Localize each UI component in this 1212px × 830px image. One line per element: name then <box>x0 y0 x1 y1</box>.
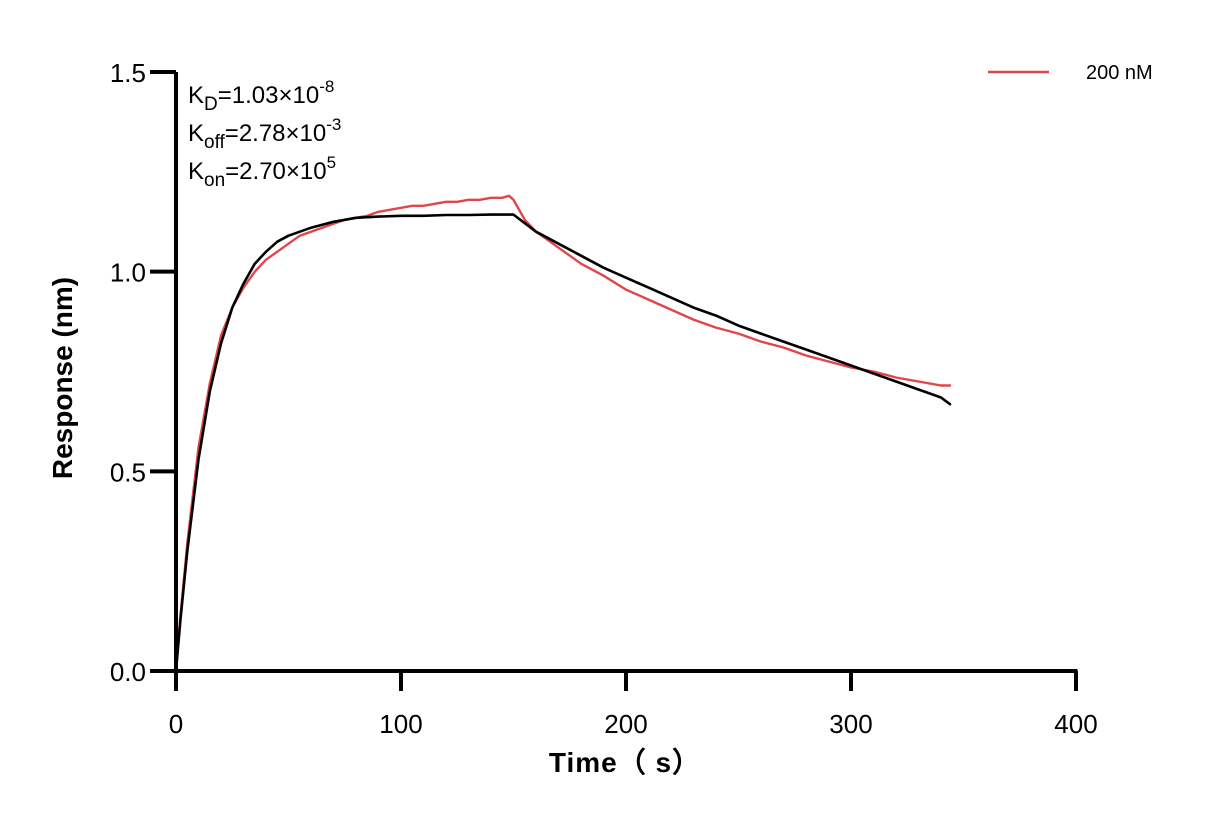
kinetic-constant-off: Koff=2.78×10-3 <box>188 115 341 153</box>
y-tick-label: 1.5 <box>110 58 146 88</box>
legend: 200 nM <box>988 62 1153 84</box>
x-tick-label: 200 <box>604 709 647 739</box>
x-tick-label: 300 <box>829 709 872 739</box>
y-tick-label: 1.0 <box>110 258 146 288</box>
x-tick-label: 100 <box>379 709 422 739</box>
x-axis-title: Time（ s） <box>549 746 701 778</box>
x-tick-label: 400 <box>1054 709 1097 739</box>
axes: 0 100 200 300 400 0.0 0.5 1.0 1.5 <box>110 58 1098 739</box>
y-tick-label: 0.5 <box>110 457 146 487</box>
series-line-measured <box>174 194 952 673</box>
x-tick-label: 0 <box>169 709 183 739</box>
y-tick-label: 0.0 <box>110 657 146 687</box>
kinetic-constant-on: Kon=2.70×105 <box>188 153 336 191</box>
series-line-fit <box>174 213 952 673</box>
kinetic-constant-D: KD=1.03×10-8 <box>188 77 334 115</box>
legend-label: 200 nM <box>1086 62 1153 84</box>
y-axis-title: Response (nm) <box>47 277 78 479</box>
plot-area <box>174 194 952 673</box>
